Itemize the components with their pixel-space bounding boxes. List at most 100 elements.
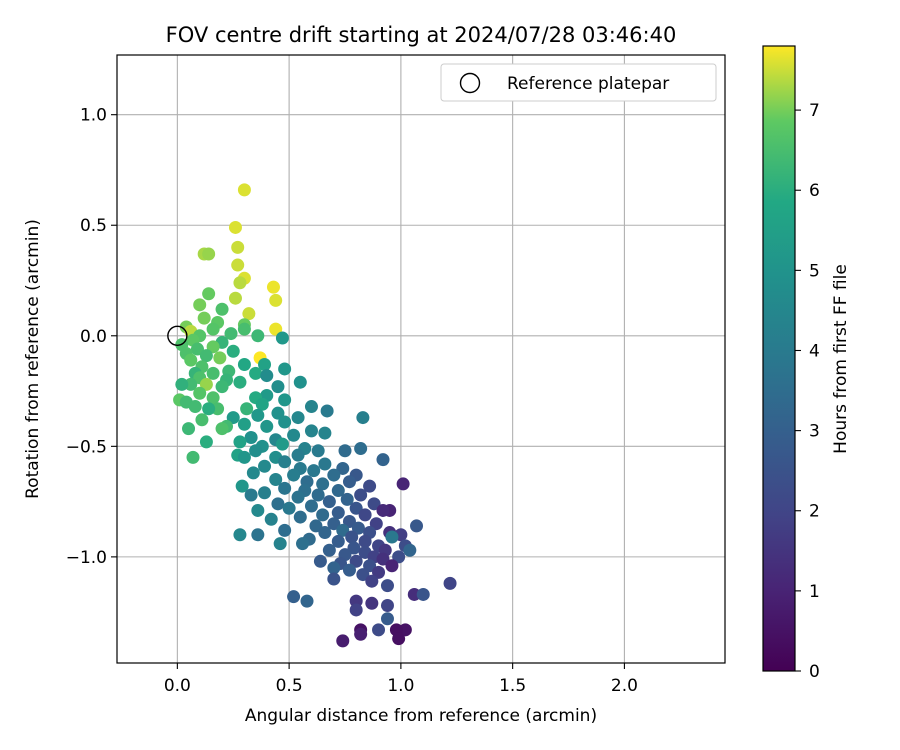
chart-title: FOV centre drift starting at 2024/07/28 … xyxy=(166,23,677,47)
data-point xyxy=(202,247,216,261)
data-point xyxy=(213,351,227,365)
y-tick-label: 0.0 xyxy=(80,327,107,347)
data-point xyxy=(358,508,372,522)
data-point xyxy=(244,430,258,444)
data-point xyxy=(278,523,292,537)
colorbar-tick-label: 2 xyxy=(809,502,820,522)
data-point xyxy=(287,428,301,442)
data-point xyxy=(291,448,305,462)
data-point xyxy=(342,475,356,489)
data-point xyxy=(392,550,406,564)
data-point xyxy=(278,393,292,407)
colorbar-tick-label: 5 xyxy=(809,261,820,281)
data-point xyxy=(206,340,220,354)
data-point xyxy=(347,541,361,555)
data-point xyxy=(340,492,354,506)
data-point xyxy=(206,322,220,336)
data-point xyxy=(184,353,198,367)
data-point xyxy=(331,484,345,498)
data-point xyxy=(260,419,274,433)
colorbar xyxy=(762,45,796,672)
data-point xyxy=(235,479,249,493)
plot-frame xyxy=(116,54,726,664)
data-point xyxy=(416,587,430,601)
data-point xyxy=(318,457,332,471)
data-point xyxy=(190,342,204,356)
data-point xyxy=(316,508,330,522)
data-point xyxy=(380,579,394,593)
data-point xyxy=(186,450,200,464)
data-point xyxy=(331,506,345,520)
data-point xyxy=(251,528,265,542)
data-point xyxy=(282,501,296,515)
data-point xyxy=(293,375,307,389)
data-point xyxy=(278,362,292,376)
data-point xyxy=(228,291,242,305)
data-point xyxy=(193,298,207,312)
data-point xyxy=(349,501,363,515)
data-point xyxy=(327,572,341,586)
data-point xyxy=(193,386,207,400)
data-point xyxy=(363,559,377,573)
data-point xyxy=(273,537,287,551)
data-point xyxy=(313,554,327,568)
data-point xyxy=(342,563,356,577)
y-tick-label: −1.0 xyxy=(66,548,107,568)
data-point xyxy=(291,411,305,425)
data-point xyxy=(249,444,263,458)
data-point xyxy=(365,596,379,610)
data-point xyxy=(237,358,251,372)
reference-point xyxy=(167,325,188,346)
data-point xyxy=(403,543,417,557)
y-tick-label: 0.5 xyxy=(80,216,107,236)
data-point xyxy=(293,510,307,524)
data-point xyxy=(336,634,350,648)
data-point xyxy=(278,415,292,429)
data-point xyxy=(206,366,220,380)
data-point xyxy=(342,515,356,529)
data-point xyxy=(275,437,289,451)
data-point xyxy=(206,391,220,405)
data-point xyxy=(199,349,213,363)
colorbar-tick-label: 4 xyxy=(809,341,820,361)
x-tick-label: 1.0 xyxy=(387,676,414,696)
data-point xyxy=(258,459,272,473)
data-point xyxy=(278,481,292,495)
data-point xyxy=(356,568,370,582)
data-point xyxy=(369,517,383,531)
data-point xyxy=(385,530,399,544)
data-point xyxy=(320,404,334,418)
data-point xyxy=(410,519,424,533)
data-points xyxy=(173,183,457,648)
data-point xyxy=(304,499,318,513)
data-point xyxy=(327,517,341,531)
data-point xyxy=(226,344,240,358)
data-point xyxy=(237,322,251,336)
data-point xyxy=(322,543,336,557)
x-tick-label: 0.0 xyxy=(164,676,191,696)
data-point xyxy=(385,559,399,573)
data-point xyxy=(331,534,345,548)
data-point xyxy=(376,552,390,566)
colorbar-ticks: 0 1 2 3 4 5 6 7 xyxy=(795,101,820,682)
data-point xyxy=(237,417,251,431)
data-point xyxy=(233,276,247,290)
data-point xyxy=(398,623,412,637)
data-point xyxy=(188,400,202,414)
data-point xyxy=(269,472,283,486)
data-point xyxy=(251,503,265,517)
data-point xyxy=(309,519,323,533)
colorbar-tick-label: 6 xyxy=(809,181,820,201)
data-point xyxy=(242,307,256,321)
data-point xyxy=(275,331,289,345)
data-point xyxy=(356,411,370,425)
data-point xyxy=(226,411,240,425)
data-point xyxy=(354,488,368,502)
data-point xyxy=(327,561,341,575)
colorbar-tick-label: 0 xyxy=(809,662,820,682)
data-point xyxy=(311,444,325,458)
data-point xyxy=(271,380,285,394)
data-point xyxy=(182,422,196,436)
legend-label: Reference platepar xyxy=(507,74,669,94)
data-point xyxy=(224,327,238,341)
